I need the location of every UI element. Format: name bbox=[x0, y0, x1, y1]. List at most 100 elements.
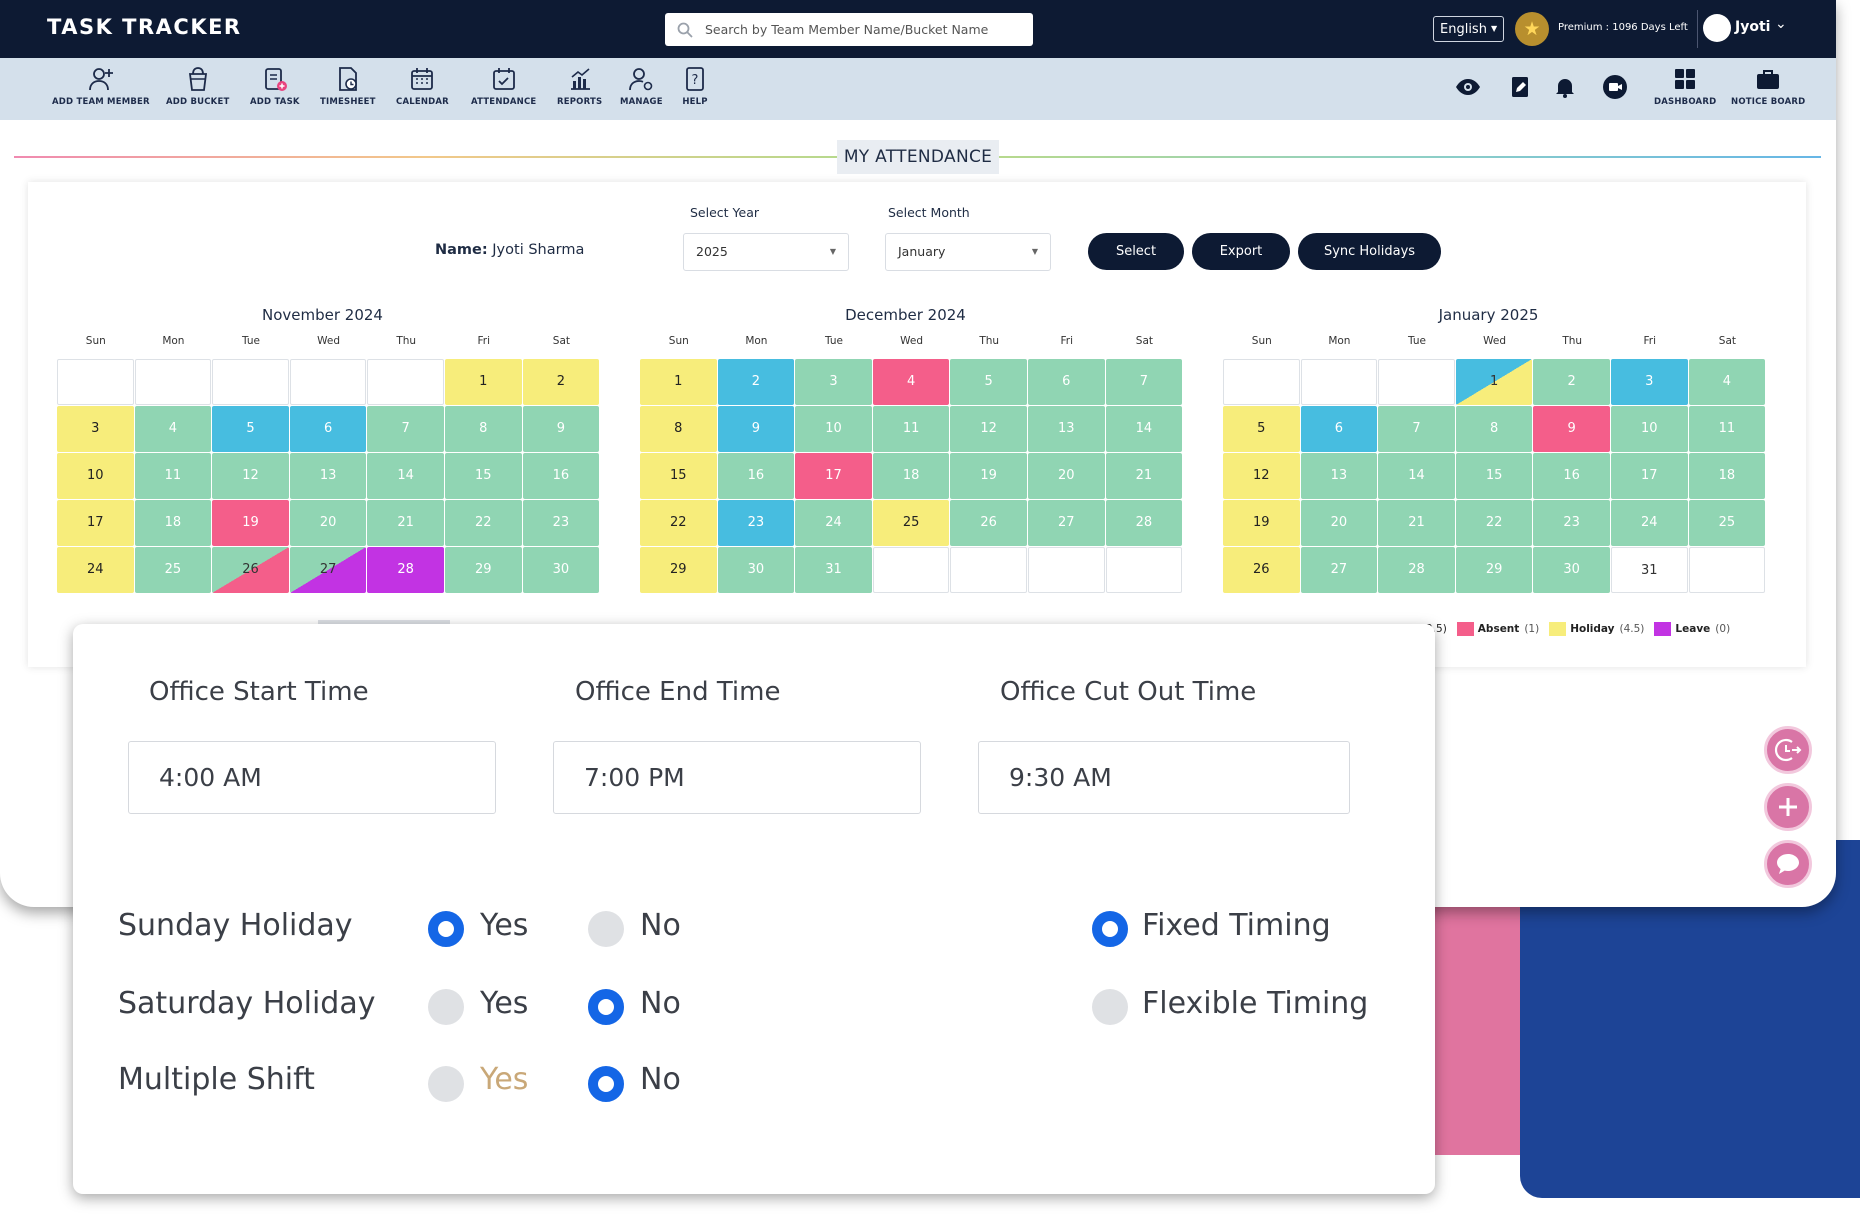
app-logo[interactable]: TASK TRACKER bbox=[47, 15, 242, 39]
calendar-day[interactable]: 22 bbox=[445, 500, 522, 546]
calendar-day[interactable]: 27 bbox=[1028, 500, 1105, 546]
calendar-button[interactable]: CALENDAR bbox=[396, 66, 449, 107]
calendar-day[interactable]: 4 bbox=[872, 359, 950, 405]
multiple-shift-yes-label[interactable]: Yes bbox=[480, 1062, 529, 1097]
calendar-day[interactable]: 25 bbox=[134, 547, 212, 593]
user-name[interactable]: Jyoti bbox=[1735, 19, 1771, 35]
calendar-day[interactable]: 23 bbox=[522, 500, 600, 546]
calendar-day[interactable]: 2 bbox=[522, 359, 600, 405]
calendar-day[interactable]: 30 bbox=[522, 547, 600, 593]
sunday-holiday-yes-label[interactable]: Yes bbox=[480, 908, 529, 943]
notice-board-button[interactable]: NOTICE BOARD bbox=[1731, 66, 1805, 107]
edit-icon[interactable] bbox=[1506, 73, 1534, 101]
select-button[interactable]: Select bbox=[1088, 233, 1184, 270]
calendar-day[interactable]: 22 bbox=[640, 500, 717, 546]
calendar-day[interactable]: 29 bbox=[445, 547, 522, 593]
calendar-day[interactable]: 21 bbox=[1105, 453, 1183, 499]
eye-icon[interactable] bbox=[1454, 73, 1482, 101]
add-button[interactable] bbox=[1764, 783, 1812, 831]
calendar-day[interactable]: 15 bbox=[1455, 453, 1533, 499]
calendar-day[interactable]: 8 bbox=[445, 406, 522, 452]
sync-holidays-button[interactable]: Sync Holidays bbox=[1298, 233, 1441, 270]
calendar-day[interactable]: 6 bbox=[289, 406, 367, 452]
calendar-day[interactable]: 17 bbox=[795, 453, 872, 499]
calendar-day[interactable]: 10 bbox=[1611, 406, 1688, 452]
calendar-day[interactable]: 20 bbox=[289, 500, 367, 546]
scrollbar[interactable] bbox=[318, 620, 450, 627]
calendar-day[interactable]: 16 bbox=[522, 453, 600, 499]
reports-button[interactable]: REPORTS bbox=[557, 66, 602, 107]
saturday-holiday-yes-radio[interactable] bbox=[428, 989, 464, 1025]
sunday-holiday-no-radio[interactable] bbox=[588, 911, 624, 947]
calendar-day[interactable]: 1 bbox=[1455, 359, 1533, 405]
calendar-day[interactable]: 26 bbox=[950, 500, 1027, 546]
calendar-day[interactable]: 15 bbox=[445, 453, 522, 499]
multiple-shift-no-label[interactable]: No bbox=[640, 1062, 681, 1097]
calendar-day[interactable]: 27 bbox=[1300, 547, 1378, 593]
calendar-day[interactable]: 24 bbox=[795, 500, 872, 546]
chat-button[interactable] bbox=[1764, 840, 1812, 888]
calendar-day[interactable]: 2 bbox=[717, 359, 795, 405]
calendar-day[interactable]: 30 bbox=[717, 547, 795, 593]
star-icon[interactable]: ★ bbox=[1515, 12, 1549, 46]
calendar-day[interactable]: 3 bbox=[1611, 359, 1688, 405]
calendar-day[interactable]: 5 bbox=[212, 406, 289, 452]
calendar-day[interactable]: 28 bbox=[1105, 500, 1183, 546]
calendar-day[interactable]: 12 bbox=[950, 406, 1027, 452]
calendar-day[interactable]: 18 bbox=[1688, 453, 1766, 499]
office-start-input[interactable]: 4:00 AM bbox=[128, 741, 496, 814]
calendar-day[interactable]: 25 bbox=[1688, 500, 1766, 546]
calendar-day[interactable]: 3 bbox=[57, 406, 134, 452]
calendar-day[interactable]: 14 bbox=[1105, 406, 1183, 452]
calendar-day[interactable]: 6 bbox=[1028, 359, 1105, 405]
calendar-day[interactable]: 19 bbox=[1223, 500, 1300, 546]
calendar-day[interactable]: 22 bbox=[1455, 500, 1533, 546]
calendar-day[interactable]: 6 bbox=[1300, 406, 1378, 452]
calendar-day[interactable]: 9 bbox=[522, 406, 600, 452]
calendar-day[interactable]: 16 bbox=[717, 453, 795, 499]
calendar-day[interactable]: 8 bbox=[1455, 406, 1533, 452]
calendar-day[interactable]: 30 bbox=[1533, 547, 1610, 593]
calendar-day[interactable]: 20 bbox=[1028, 453, 1105, 499]
calendar-day[interactable]: 24 bbox=[57, 547, 134, 593]
check-out-button[interactable] bbox=[1764, 726, 1812, 774]
fixed-timing-radio[interactable] bbox=[1092, 911, 1128, 947]
calendar-day[interactable]: 10 bbox=[57, 453, 134, 499]
calendar-day[interactable]: 3 bbox=[795, 359, 872, 405]
calendar-day[interactable]: 14 bbox=[1378, 453, 1455, 499]
multiple-shift-yes-radio[interactable] bbox=[428, 1066, 464, 1102]
calendar-day[interactable]: 9 bbox=[1533, 406, 1610, 452]
calendar-day[interactable]: 15 bbox=[640, 453, 717, 499]
flexible-timing-label[interactable]: Flexible Timing bbox=[1142, 986, 1369, 1021]
calendar-day[interactable]: 7 bbox=[367, 406, 444, 452]
saturday-holiday-no-radio[interactable] bbox=[588, 989, 624, 1025]
calendar-day[interactable]: 19 bbox=[212, 500, 289, 546]
calendar-day[interactable]: 7 bbox=[1378, 406, 1455, 452]
saturday-holiday-no-label[interactable]: No bbox=[640, 986, 681, 1021]
video-icon[interactable] bbox=[1601, 73, 1629, 101]
calendar-day[interactable]: 20 bbox=[1300, 500, 1378, 546]
avatar[interactable] bbox=[1703, 14, 1731, 42]
calendar-day[interactable]: 29 bbox=[640, 547, 717, 593]
fixed-timing-label[interactable]: Fixed Timing bbox=[1142, 908, 1331, 943]
calendar-day[interactable]: 14 bbox=[367, 453, 444, 499]
help-button[interactable]: ? HELP bbox=[682, 66, 708, 107]
calendar-day[interactable]: 12 bbox=[212, 453, 289, 499]
multiple-shift-no-radio[interactable] bbox=[588, 1066, 624, 1102]
calendar-day[interactable]: 26 bbox=[1223, 547, 1300, 593]
calendar-day[interactable]: 8 bbox=[640, 406, 717, 452]
calendar-day[interactable]: 13 bbox=[1028, 406, 1105, 452]
attendance-button[interactable]: ATTENDANCE bbox=[471, 66, 536, 107]
add-bucket-button[interactable]: ADD BUCKET bbox=[166, 66, 229, 107]
calendar-day[interactable]: 5 bbox=[950, 359, 1027, 405]
calendar-day[interactable]: 21 bbox=[1378, 500, 1455, 546]
calendar-day[interactable]: 21 bbox=[367, 500, 444, 546]
export-button[interactable]: Export bbox=[1192, 233, 1290, 270]
office-end-input[interactable]: 7:00 PM bbox=[553, 741, 921, 814]
calendar-day[interactable]: 11 bbox=[1688, 406, 1766, 452]
flexible-timing-radio[interactable] bbox=[1092, 989, 1128, 1025]
calendar-day[interactable]: 17 bbox=[57, 500, 134, 546]
calendar-day[interactable]: 1 bbox=[640, 359, 717, 405]
bell-icon[interactable] bbox=[1551, 73, 1579, 101]
calendar-day[interactable]: 12 bbox=[1223, 453, 1300, 499]
